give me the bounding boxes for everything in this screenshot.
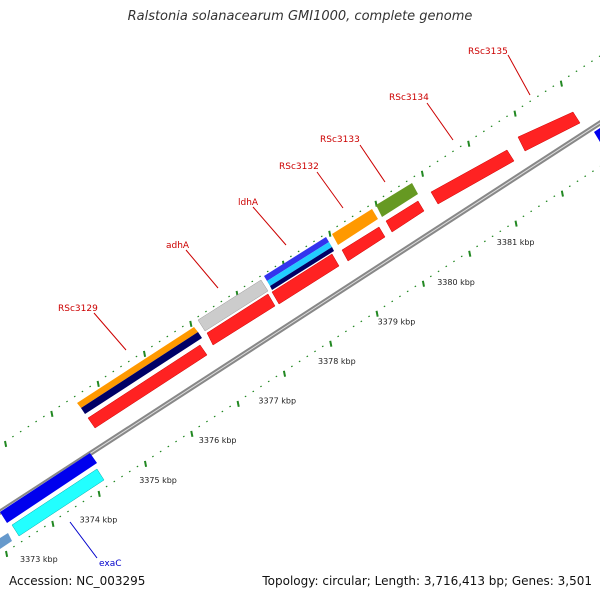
gene-blue-feature-right[interactable] — [594, 124, 600, 142]
gene-label-rsc3132[interactable]: RSc3132 — [279, 162, 319, 172]
scale-label: 3376 kbp — [199, 436, 237, 445]
outer-tick-mark — [4, 440, 8, 448]
gene-steelblue-feature[interactable] — [0, 533, 12, 549]
outer-tick-mark — [96, 380, 100, 388]
outer-tick-mark — [513, 110, 517, 117]
gene-blue-feature-left[interactable] — [0, 453, 97, 523]
inner-tick-mark — [5, 550, 9, 558]
scale-labels: 3373 kbp 3374 kbp 3375 kbp 3376 kbp 3377 kbp… — [20, 238, 535, 564]
inner-tick-track — [5, 165, 600, 558]
map-title: Ralstonia solanacearum GMI1000, complete… — [127, 9, 473, 24]
inner-tick-mark — [97, 490, 101, 498]
gene-rsc3134-feature[interactable] — [430, 149, 515, 205]
gene-ldha-feature[interactable] — [264, 237, 334, 290]
gene-label-pointers — [69, 54, 531, 559]
gene-rsc3129-reverse-feature[interactable] — [87, 344, 208, 429]
scale-label: 3381 kbp — [497, 238, 535, 247]
scale-label: 3378 kbp — [318, 357, 356, 366]
inner-tick-mark — [329, 340, 333, 347]
forward-strand-genes — [0, 124, 600, 523]
gene-rsc3132-feature[interactable] — [332, 209, 378, 245]
accession-text: Accession: NC_003295 — [9, 574, 146, 588]
inner-tick-mark — [375, 310, 379, 317]
outer-tick-mark — [467, 140, 471, 147]
scale-label: 3374 kbp — [80, 515, 118, 524]
gene-rsc3129-feature[interactable] — [77, 327, 202, 414]
outer-tick-track — [4, 55, 600, 448]
gene-adha-feature[interactable] — [197, 279, 269, 332]
scale-label: 3373 kbp — [20, 555, 58, 564]
scale-label: 3377 kbp — [258, 397, 296, 406]
inner-tick-mark — [282, 370, 287, 377]
inner-tick-mark — [143, 460, 148, 467]
gene-label-adha[interactable]: adhA — [166, 241, 190, 251]
outer-tick-mark — [328, 230, 332, 237]
reverse-strand-genes — [0, 111, 581, 549]
outer-tick-mark — [50, 410, 54, 418]
inner-tick-mark — [236, 400, 240, 407]
gene-labels: RSc3129 adhA ldhA RSc3132 RSc3133 RSc313… — [58, 47, 508, 569]
inner-tick-mark — [51, 520, 55, 528]
gene-label-ldha[interactable]: ldhA — [238, 198, 259, 208]
gene-rsc3133-reverse-feature[interactable] — [385, 200, 425, 233]
gene-rsc3133-feature[interactable] — [376, 183, 418, 217]
inner-tick-mark — [560, 190, 564, 197]
gene-exac-feature[interactable] — [11, 468, 105, 537]
gene-rsc3135-feature[interactable] — [517, 111, 581, 152]
outer-tick-mark — [189, 320, 193, 327]
scale-label: 3379 kbp — [378, 317, 416, 326]
gene-ldha-reverse-feature[interactable] — [271, 253, 340, 305]
gene-label-rsc3135[interactable]: RSc3135 — [468, 47, 508, 57]
gene-label-rsc3133[interactable]: RSc3133 — [320, 135, 360, 145]
gene-label-rsc3134[interactable]: RSc3134 — [389, 93, 429, 103]
genome-summary-text: Topology: circular; Length: 3,716,413 bp… — [262, 574, 592, 588]
gene-rsc3132-reverse-feature[interactable] — [341, 226, 386, 262]
gene-adha-reverse-feature[interactable] — [206, 293, 276, 346]
gene-label-exac[interactable]: exaC — [99, 559, 122, 569]
outer-tick-mark — [142, 350, 147, 357]
inner-tick-mark — [421, 280, 425, 287]
scale-label: 3375 kbp — [139, 476, 177, 485]
inner-tick-mark — [468, 250, 472, 257]
gene-label-rsc3129[interactable]: RSc3129 — [58, 304, 98, 314]
inner-tick-mark — [514, 220, 518, 227]
outer-tick-mark — [559, 80, 563, 87]
scale-label: 3380 kbp — [437, 278, 475, 287]
inner-tick-mark — [190, 430, 194, 437]
outer-tick-mark — [420, 170, 424, 177]
